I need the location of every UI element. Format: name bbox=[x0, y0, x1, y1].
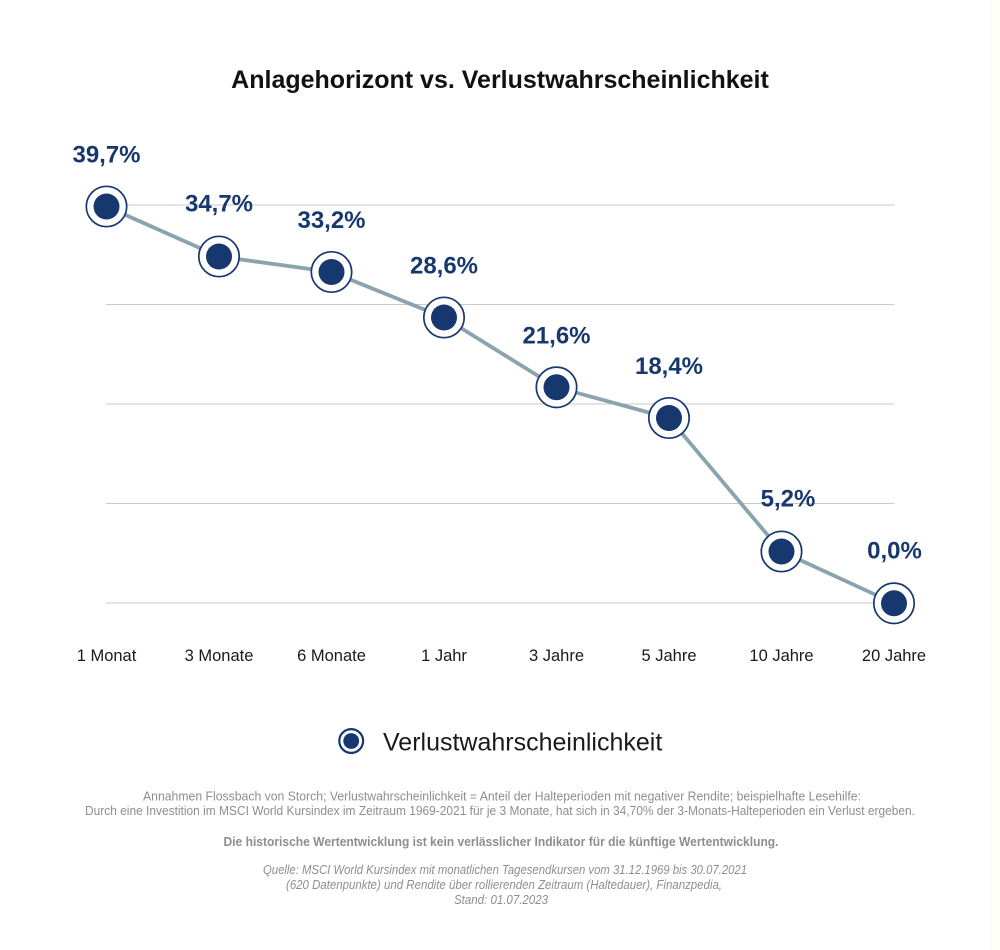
svg-text:3 Monate: 3 Monate bbox=[185, 647, 254, 665]
svg-text:Die historische Wertentwicklun: Die historische Wertentwicklung ist kein… bbox=[224, 835, 779, 849]
svg-text:Annahmen Flossbach von Storch;: Annahmen Flossbach von Storch; Verlustwa… bbox=[143, 790, 861, 804]
svg-text:Stand: 01.07.2023: Stand: 01.07.2023 bbox=[454, 893, 548, 907]
svg-text:20 Jahre: 20 Jahre bbox=[862, 647, 926, 665]
svg-text:34,7%: 34,7% bbox=[185, 191, 253, 218]
svg-text:1 Monat: 1 Monat bbox=[77, 647, 137, 665]
svg-text:21,6%: 21,6% bbox=[522, 322, 590, 349]
svg-text:0,0%: 0,0% bbox=[867, 537, 922, 564]
svg-text:1 Jahr: 1 Jahr bbox=[421, 647, 467, 665]
svg-text:33,2%: 33,2% bbox=[297, 207, 365, 234]
svg-text:Anlagehorizont vs. Verlustwahr: Anlagehorizont vs. Verlustwahrscheinlich… bbox=[231, 66, 769, 94]
svg-text:10 Jahre: 10 Jahre bbox=[749, 647, 813, 665]
svg-text:5 Jahre: 5 Jahre bbox=[641, 647, 696, 665]
svg-text:18,4%: 18,4% bbox=[635, 353, 703, 380]
svg-text:3 Jahre: 3 Jahre bbox=[529, 647, 584, 665]
svg-text:6 Monate: 6 Monate bbox=[297, 647, 366, 665]
svg-text:5,2%: 5,2% bbox=[761, 485, 816, 512]
svg-text:28,6%: 28,6% bbox=[410, 253, 478, 280]
svg-text:39,7%: 39,7% bbox=[72, 142, 140, 169]
svg-text:Verlustwahrscheinlichkeit: Verlustwahrscheinlichkeit bbox=[383, 729, 662, 757]
svg-text:(620 Datenpunkte) und Rendite: (620 Datenpunkte) und Rendite über rolli… bbox=[286, 878, 722, 892]
svg-text:Durch eine Investition im MSCI: Durch eine Investition im MSCI World Kur… bbox=[85, 804, 915, 818]
svg-text:Quelle: MSCI World Kursindex m: Quelle: MSCI World Kursindex mit monatli… bbox=[263, 863, 747, 877]
